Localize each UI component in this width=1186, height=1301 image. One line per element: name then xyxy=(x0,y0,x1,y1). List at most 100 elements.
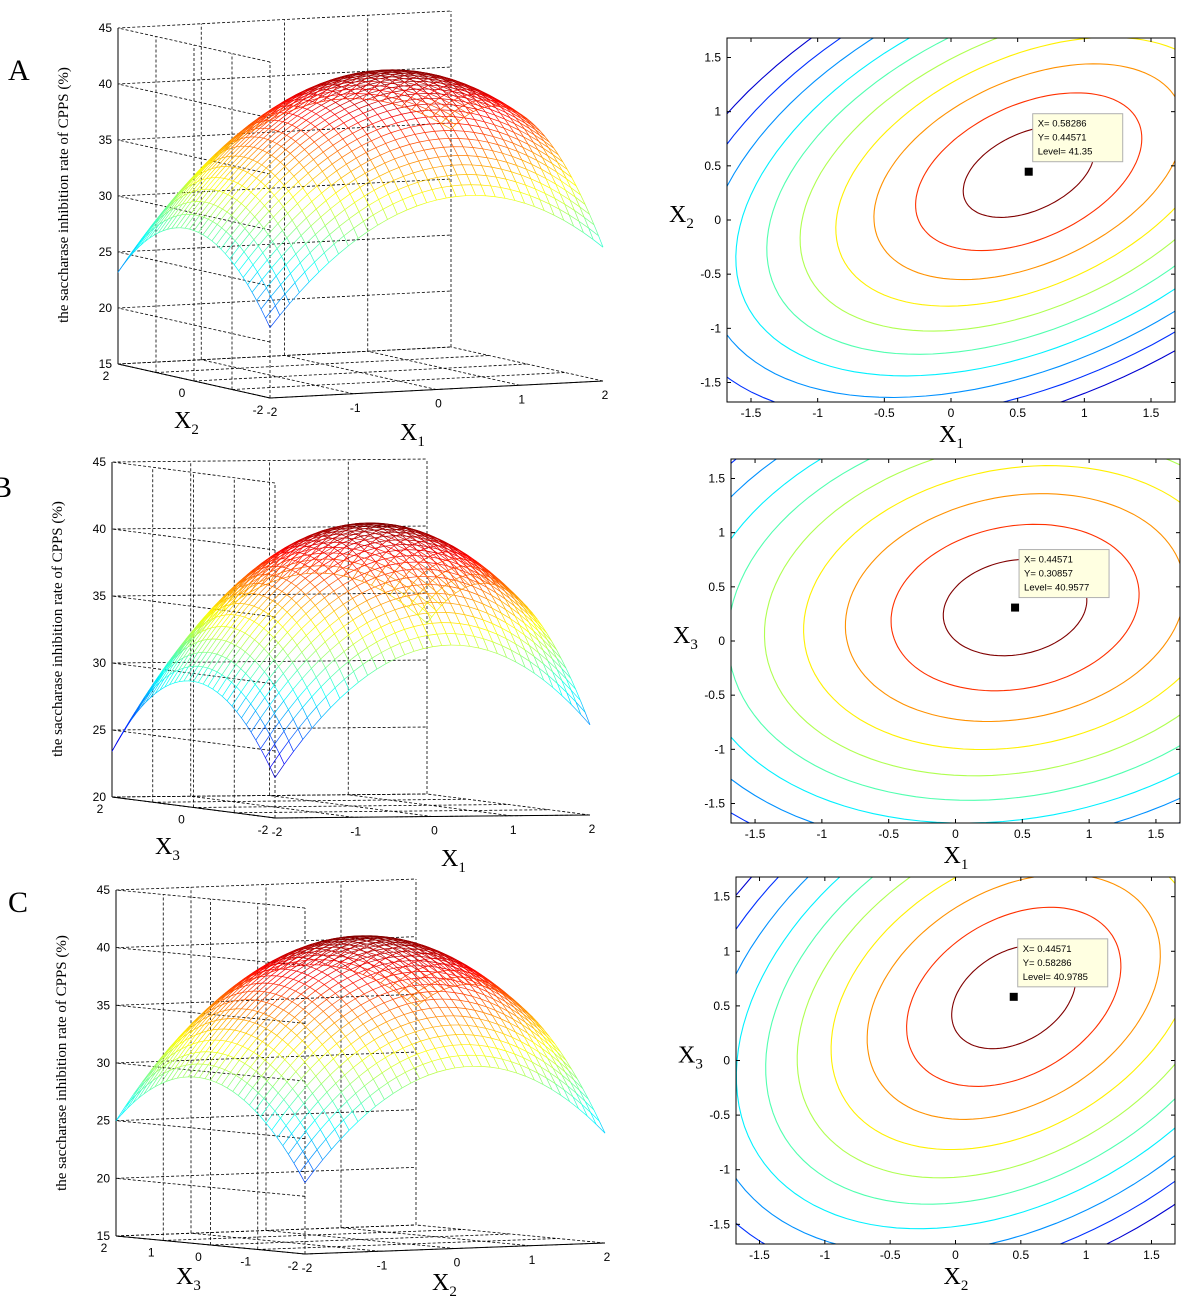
mesh-line xyxy=(518,600,524,608)
mesh-line xyxy=(315,626,321,635)
mesh-line xyxy=(240,647,246,653)
mesh-line xyxy=(195,164,206,175)
mesh-line xyxy=(345,523,355,526)
mesh-line xyxy=(520,655,530,662)
mesh-line xyxy=(358,539,364,545)
mesh-line xyxy=(510,112,521,119)
mesh-line xyxy=(291,638,298,646)
mesh-line xyxy=(432,622,442,624)
mesh-line xyxy=(584,204,590,215)
mesh-line xyxy=(337,144,348,152)
mesh-line xyxy=(517,151,523,161)
mesh-line xyxy=(391,537,401,543)
mesh-line xyxy=(371,604,381,610)
mesh-line xyxy=(419,540,425,543)
mesh-line xyxy=(375,617,382,628)
mesh-line xyxy=(311,104,322,112)
mesh-line xyxy=(360,536,366,541)
mesh-line xyxy=(417,608,423,616)
mesh-line xyxy=(298,181,304,189)
mesh-line xyxy=(556,669,567,680)
mesh-line xyxy=(475,566,481,569)
mesh-line xyxy=(333,573,339,580)
mesh-line xyxy=(362,564,372,569)
y-gridline-floor xyxy=(193,363,528,382)
mesh-line xyxy=(471,164,477,175)
mesh-line xyxy=(393,90,404,93)
mesh-line xyxy=(388,96,399,99)
x-tick-label: 1 xyxy=(518,392,525,406)
mesh-line xyxy=(318,560,325,566)
mesh-line xyxy=(386,658,396,664)
mesh-line xyxy=(533,656,540,669)
mesh-line xyxy=(396,528,402,530)
mesh-line xyxy=(427,633,438,636)
mesh-line xyxy=(389,564,395,573)
mesh-line xyxy=(293,167,304,177)
mesh-line xyxy=(372,214,379,226)
mesh-line xyxy=(465,84,476,91)
mesh-line xyxy=(334,678,345,688)
mesh-line xyxy=(187,644,193,648)
mesh-line xyxy=(471,560,478,567)
mesh-line xyxy=(258,597,269,609)
mesh-line xyxy=(484,570,495,580)
mesh-line xyxy=(452,91,457,97)
mesh-line xyxy=(283,689,294,702)
mesh-line xyxy=(242,264,254,278)
mesh-line xyxy=(403,81,409,86)
mesh-line xyxy=(277,588,283,592)
x-tick-label: -1 xyxy=(350,401,361,415)
mesh-line xyxy=(313,151,324,160)
mesh-line xyxy=(263,610,269,615)
mesh-line xyxy=(388,171,395,181)
mesh-line xyxy=(490,99,501,107)
mesh-line xyxy=(342,85,348,91)
mesh-line xyxy=(267,575,278,586)
mesh-line xyxy=(245,684,256,698)
mesh-line xyxy=(371,584,381,591)
mesh-line xyxy=(173,657,184,673)
mesh-line xyxy=(515,117,521,124)
mesh-line xyxy=(246,582,252,590)
mesh-line xyxy=(291,210,303,221)
surface-grid xyxy=(111,458,591,819)
mesh-line xyxy=(559,193,565,205)
mesh-line xyxy=(458,574,469,579)
mesh-line xyxy=(394,81,405,84)
mesh-line xyxy=(352,556,359,563)
mesh-line xyxy=(575,701,582,715)
mesh-line xyxy=(400,84,411,88)
mesh-line xyxy=(519,613,529,623)
mesh-line xyxy=(305,126,316,135)
mesh-line xyxy=(259,117,270,124)
mesh-line xyxy=(162,217,173,232)
mesh-line xyxy=(286,567,292,571)
mesh-line xyxy=(143,1089,150,1095)
mesh-line xyxy=(171,189,182,202)
mesh-line xyxy=(547,648,553,660)
mesh-line xyxy=(451,566,457,570)
mesh-line xyxy=(217,692,223,697)
mesh-line xyxy=(491,166,502,170)
mesh-line xyxy=(209,600,220,612)
mesh-line xyxy=(348,112,354,119)
x-axis-line xyxy=(304,1242,606,1255)
mesh-line xyxy=(439,94,445,99)
mesh-line xyxy=(300,130,306,135)
mesh-line xyxy=(149,224,160,239)
mesh-line xyxy=(271,1129,278,1138)
mesh-line xyxy=(486,98,492,104)
mesh-line xyxy=(521,159,532,165)
mesh-line xyxy=(329,565,340,568)
mesh-line xyxy=(274,561,285,566)
mesh-line xyxy=(329,677,336,688)
mesh-line xyxy=(356,152,367,159)
mesh-line xyxy=(385,609,395,614)
mesh-line xyxy=(373,208,384,216)
mesh-line xyxy=(394,82,400,87)
mesh-line xyxy=(247,566,257,575)
mesh-line xyxy=(218,190,224,193)
mesh-line xyxy=(301,678,308,688)
